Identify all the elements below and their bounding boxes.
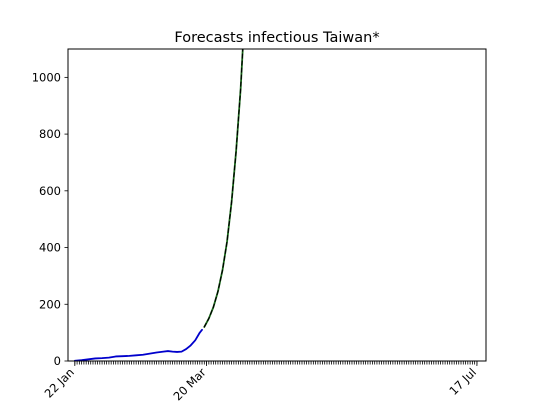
y-tick-label: 1000 [32,70,61,84]
series-line-1 [73,328,203,361]
x-tick-label: 22 Jan [42,365,77,400]
series-layer [73,49,244,361]
plot-frame [67,48,487,362]
y-tick-label: 400 [39,241,61,255]
x-tick-label: 17 Jul [446,365,479,398]
chart-title: Forecasts infectious Taiwan* [174,30,379,46]
x-tick-label: 20 Mar [171,365,209,403]
x-axis: 22 Jan 20 Mar 17 Jul [42,361,479,403]
y-tick-label: 200 [39,297,61,311]
x-minor-ticks [74,361,478,365]
y-axis: 0 200 400 600 800 1000 [32,70,68,368]
y-tick-label: 800 [39,127,61,141]
y-tick-label: 0 [54,354,61,368]
series-line-3 [203,49,244,328]
y-tick-label: 600 [39,184,61,198]
series-line-2 [203,49,244,328]
